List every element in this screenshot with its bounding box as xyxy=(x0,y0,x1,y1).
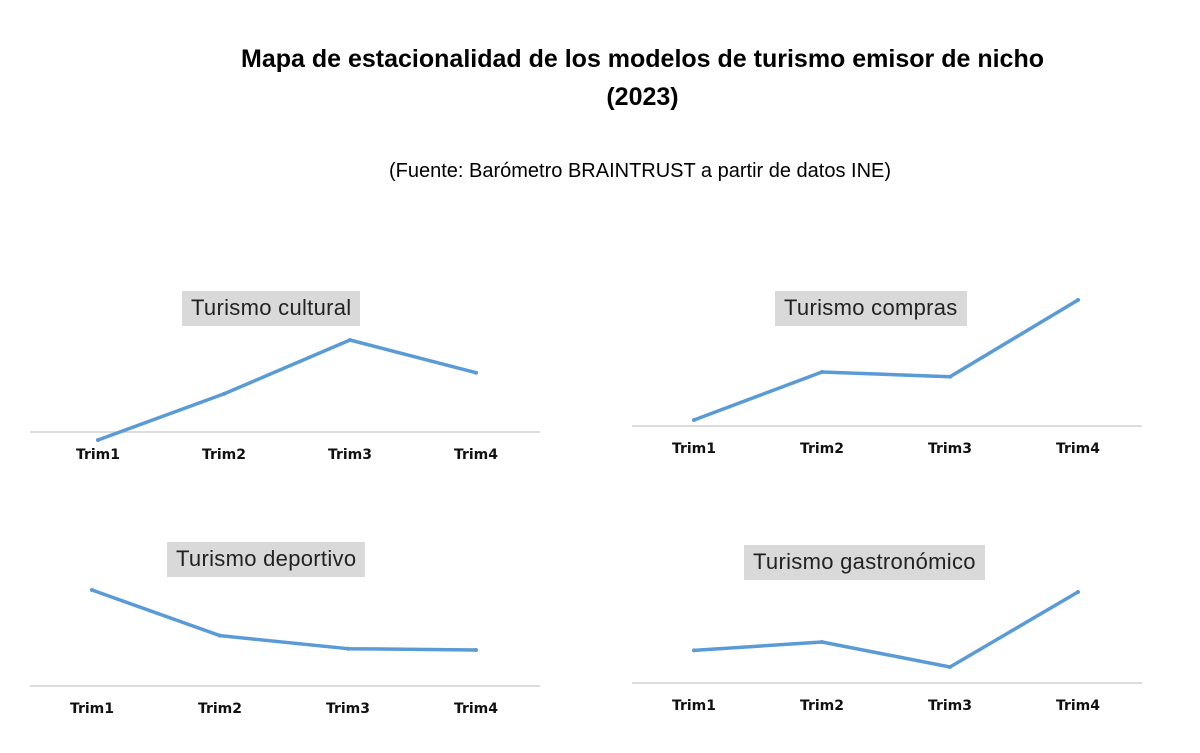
x-tick-label: Trim4 xyxy=(454,701,498,717)
data-point-trim2 xyxy=(222,391,226,396)
chart-title: Mapa de estacionalidad de los modelos de… xyxy=(150,40,1135,116)
panel-title: Turismo compras xyxy=(775,291,967,326)
data-point-trim2 xyxy=(218,633,222,638)
x-tick-label: Trim3 xyxy=(328,447,372,463)
panel-title: Turismo gastronómico xyxy=(744,545,985,580)
x-tick-label: Trim2 xyxy=(800,441,844,457)
x-tick-label: Trim1 xyxy=(70,701,114,717)
line-chart-turismo-cultural: Trim1 Trim2 Trim3 Trim4 xyxy=(30,338,540,463)
data-point-trim3 xyxy=(948,374,952,379)
data-point-trim2 xyxy=(820,640,824,644)
x-tick-label: Trim1 xyxy=(672,698,716,714)
line-chart-turismo-compras: Trim1 Trim2 Trim3 Trim4 xyxy=(632,298,1142,457)
x-tick-label: Trim1 xyxy=(76,447,120,463)
chart-subtitle: (Fuente: Barómetro BRAINTRUST a partir d… xyxy=(388,160,892,182)
x-tick-label: Trim3 xyxy=(928,698,972,714)
x-tick-label: Trim2 xyxy=(198,701,242,717)
x-tick-label: Trim3 xyxy=(928,441,972,457)
data-point-trim1 xyxy=(692,648,696,653)
panel-turismo-deportivo: Turismo deportivo Trim1 Trim2 Trim3 Trim4 xyxy=(30,540,540,730)
x-tick-label: Trim4 xyxy=(1056,441,1100,457)
line-chart-turismo-deportivo: Trim1 Trim2 Trim3 Trim4 xyxy=(30,588,540,717)
data-point-trim1 xyxy=(96,438,100,442)
panel-turismo-gastronomico: Turismo gastronómico Trim1 Trim2 Trim3 Trim… xyxy=(632,540,1142,730)
panel-turismo-cultural: Turismo cultural Trim1 Trim2 Trim3 Trim4 xyxy=(30,285,540,475)
data-point-trim4 xyxy=(1076,298,1080,302)
panel-title: Turismo deportivo xyxy=(167,542,366,577)
data-point-trim1 xyxy=(90,588,94,592)
x-tick-label: Trim1 xyxy=(672,441,716,457)
data-point-trim2 xyxy=(820,370,824,374)
chart-title-line2: (2023) xyxy=(606,83,679,111)
data-point-trim4 xyxy=(474,648,478,652)
panel-turismo-compras: Turismo compras Trim1 Trim2 Trim3 Trim4 xyxy=(632,285,1142,475)
series-line xyxy=(90,588,478,652)
x-tick-label: Trim4 xyxy=(1056,698,1100,714)
data-point-trim4 xyxy=(474,370,478,375)
series-line xyxy=(692,590,1080,669)
x-tick-label: Trim4 xyxy=(454,447,498,463)
data-point-trim3 xyxy=(346,646,350,651)
data-point-trim3 xyxy=(348,338,352,342)
panel-title: Turismo cultural xyxy=(182,291,361,326)
x-tick-label: Trim2 xyxy=(202,447,246,463)
series-line xyxy=(692,298,1080,422)
series-line xyxy=(96,338,478,442)
line-chart-turismo-gastronomico: Trim1 Trim2 Trim3 Trim4 xyxy=(632,590,1142,714)
data-point-trim1 xyxy=(692,418,696,422)
data-point-trim4 xyxy=(1076,590,1080,594)
x-tick-label: Trim3 xyxy=(326,701,370,717)
data-point-trim3 xyxy=(948,665,952,669)
x-tick-label: Trim2 xyxy=(800,698,844,714)
chart-title-line1: Mapa de estacionalidad de los modelos de… xyxy=(241,45,1044,73)
